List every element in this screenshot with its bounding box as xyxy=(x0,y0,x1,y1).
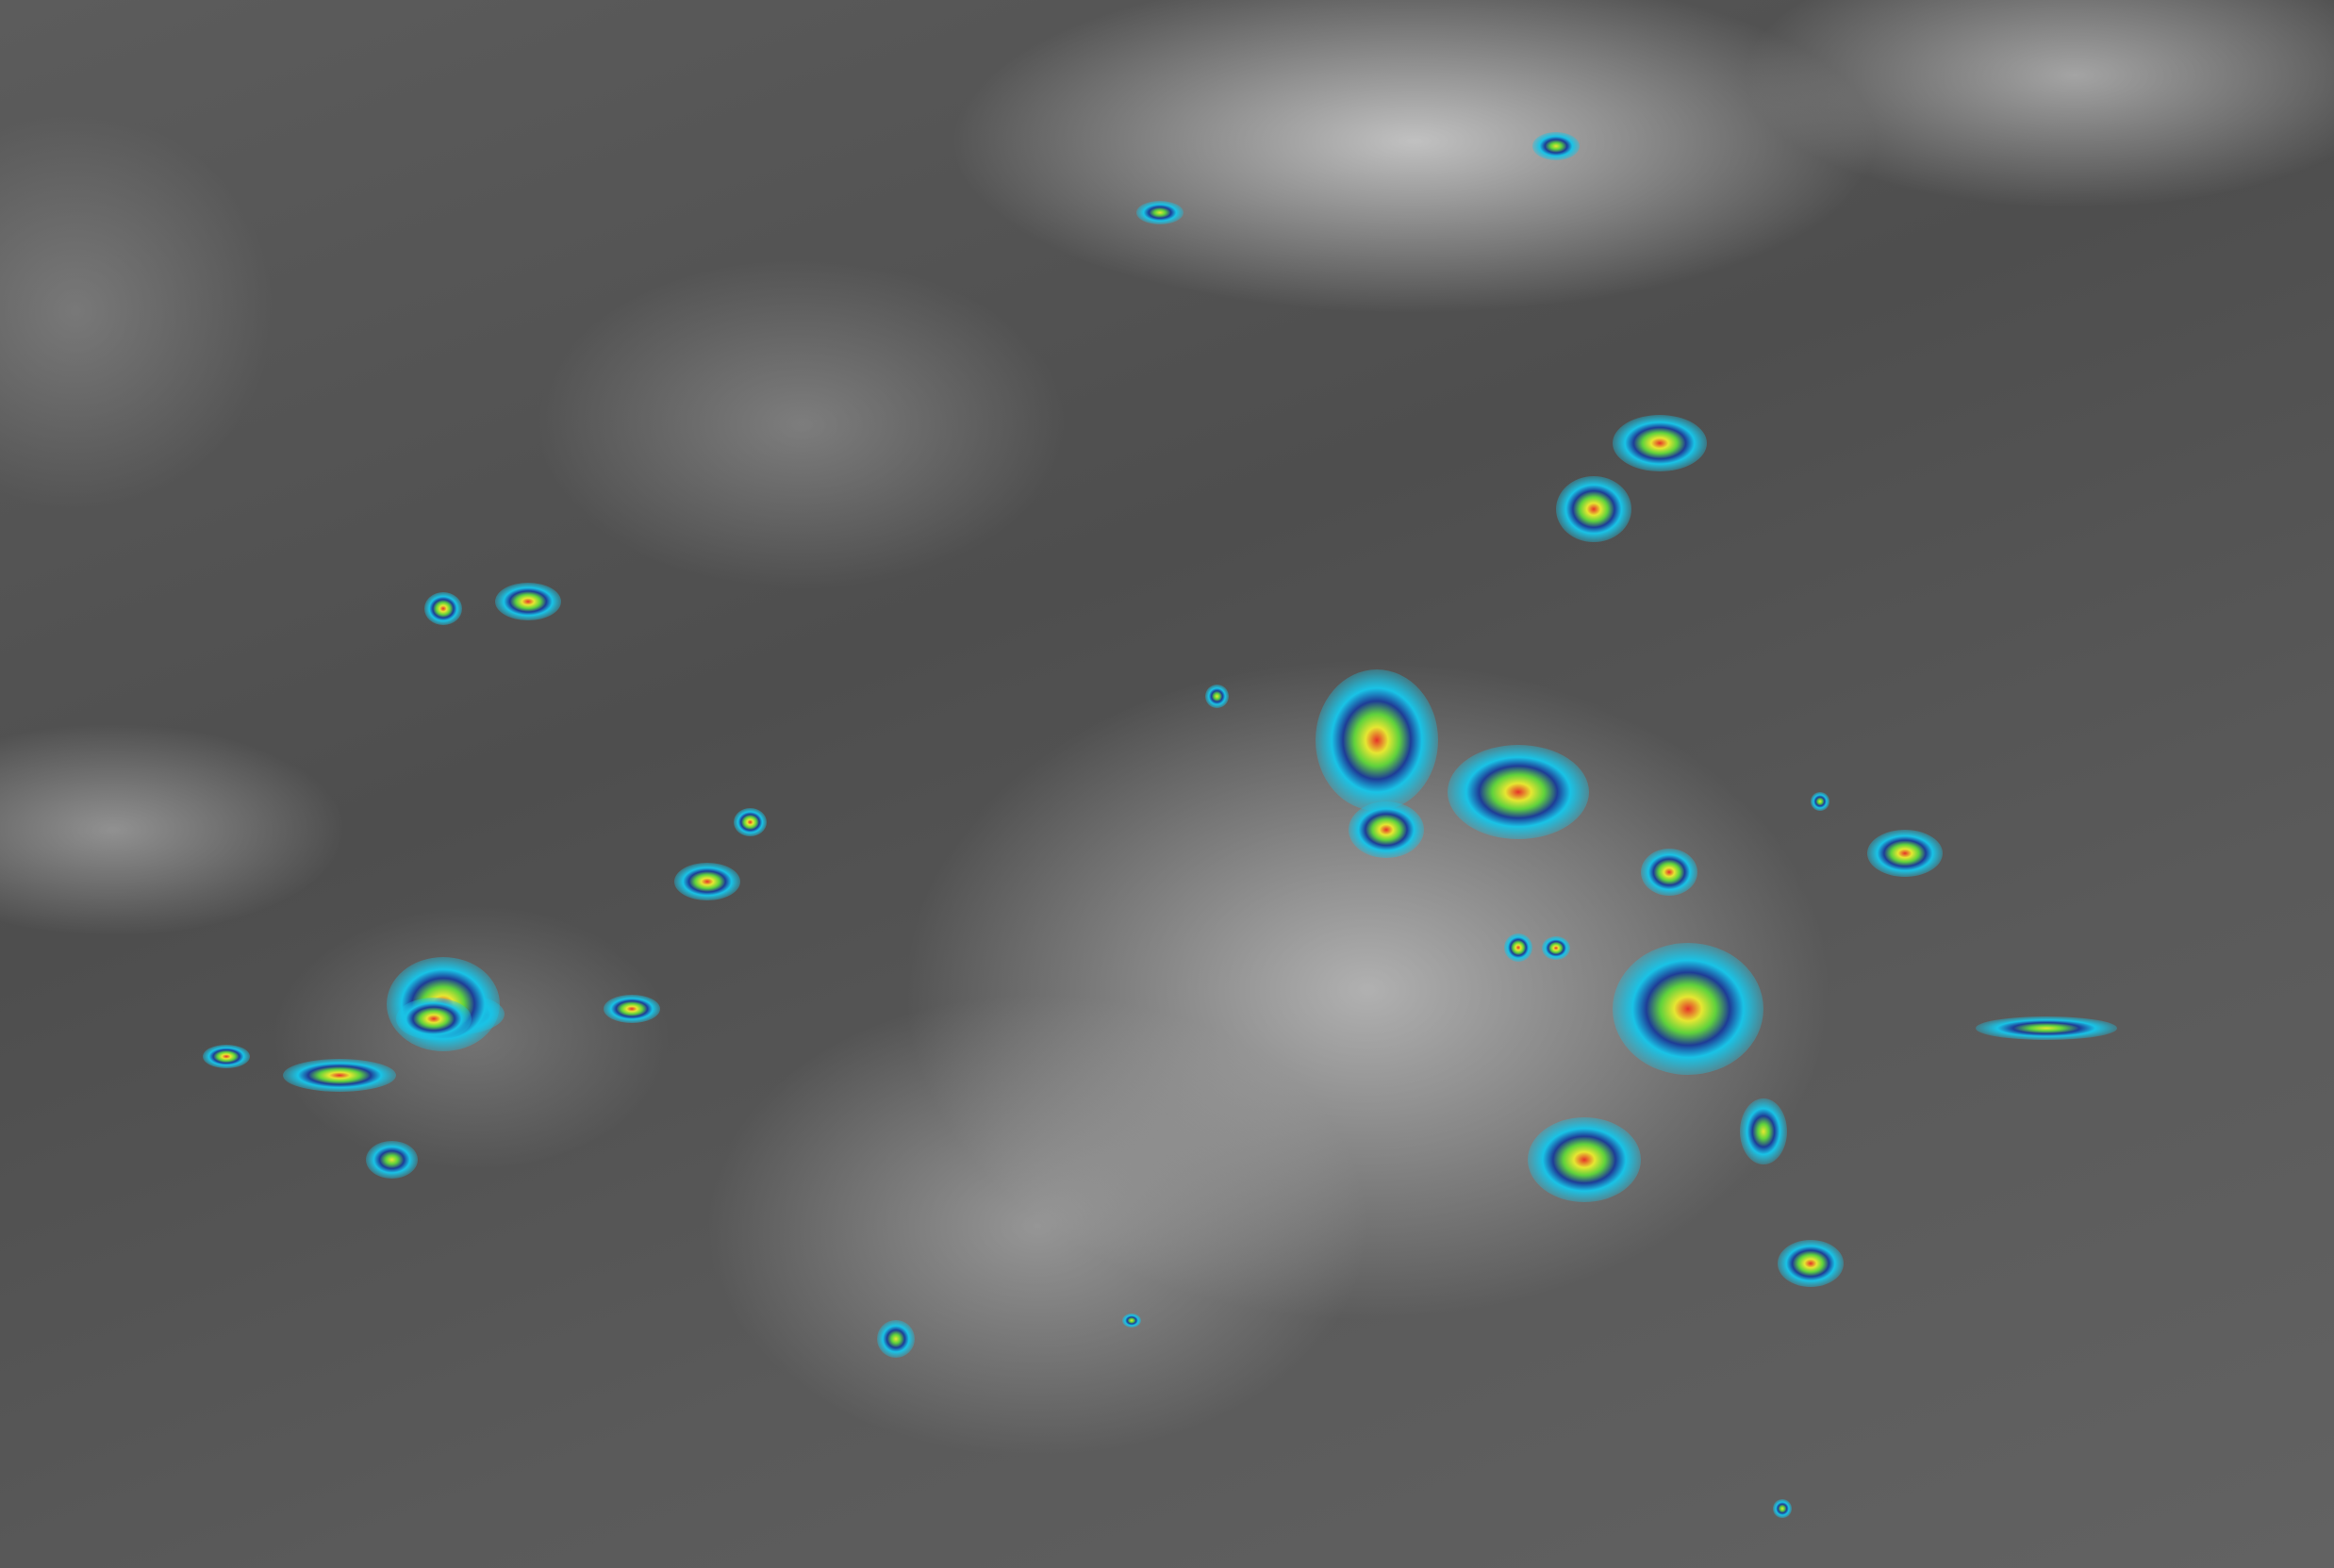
storm-cell xyxy=(1204,684,1229,708)
storm-cell xyxy=(1740,1098,1787,1164)
storm-cell xyxy=(1448,745,1589,839)
storm-cell xyxy=(1976,1015,2117,1040)
storm-cell xyxy=(674,863,740,900)
storm-cell xyxy=(1778,1240,1844,1287)
storm-cell xyxy=(1641,849,1697,896)
storm-cell xyxy=(1613,415,1707,471)
storm-cell xyxy=(495,583,561,620)
storm-cell xyxy=(1504,933,1532,962)
storm-cell xyxy=(424,591,462,625)
storm-cell xyxy=(283,1058,396,1092)
storm-cell xyxy=(1136,200,1184,224)
storm-cell xyxy=(1349,801,1424,858)
storm-cell xyxy=(1811,792,1829,811)
storm-cell xyxy=(365,1141,418,1179)
storm-cell xyxy=(1613,943,1763,1075)
storm-cell xyxy=(733,808,767,836)
storm-cell xyxy=(1542,935,1570,960)
storm-cell xyxy=(1122,1312,1141,1328)
storm-cell xyxy=(1867,830,1943,877)
storm-cell xyxy=(396,997,472,1040)
storm-cell xyxy=(1528,1117,1641,1202)
storm-cell xyxy=(1773,1499,1792,1518)
storm-cell xyxy=(1556,476,1631,542)
storm-cell xyxy=(1316,669,1438,811)
storm-cell xyxy=(877,1320,915,1358)
storm-cell xyxy=(604,995,660,1023)
storm-cell xyxy=(1532,132,1580,160)
storm-cell xyxy=(203,1044,250,1068)
